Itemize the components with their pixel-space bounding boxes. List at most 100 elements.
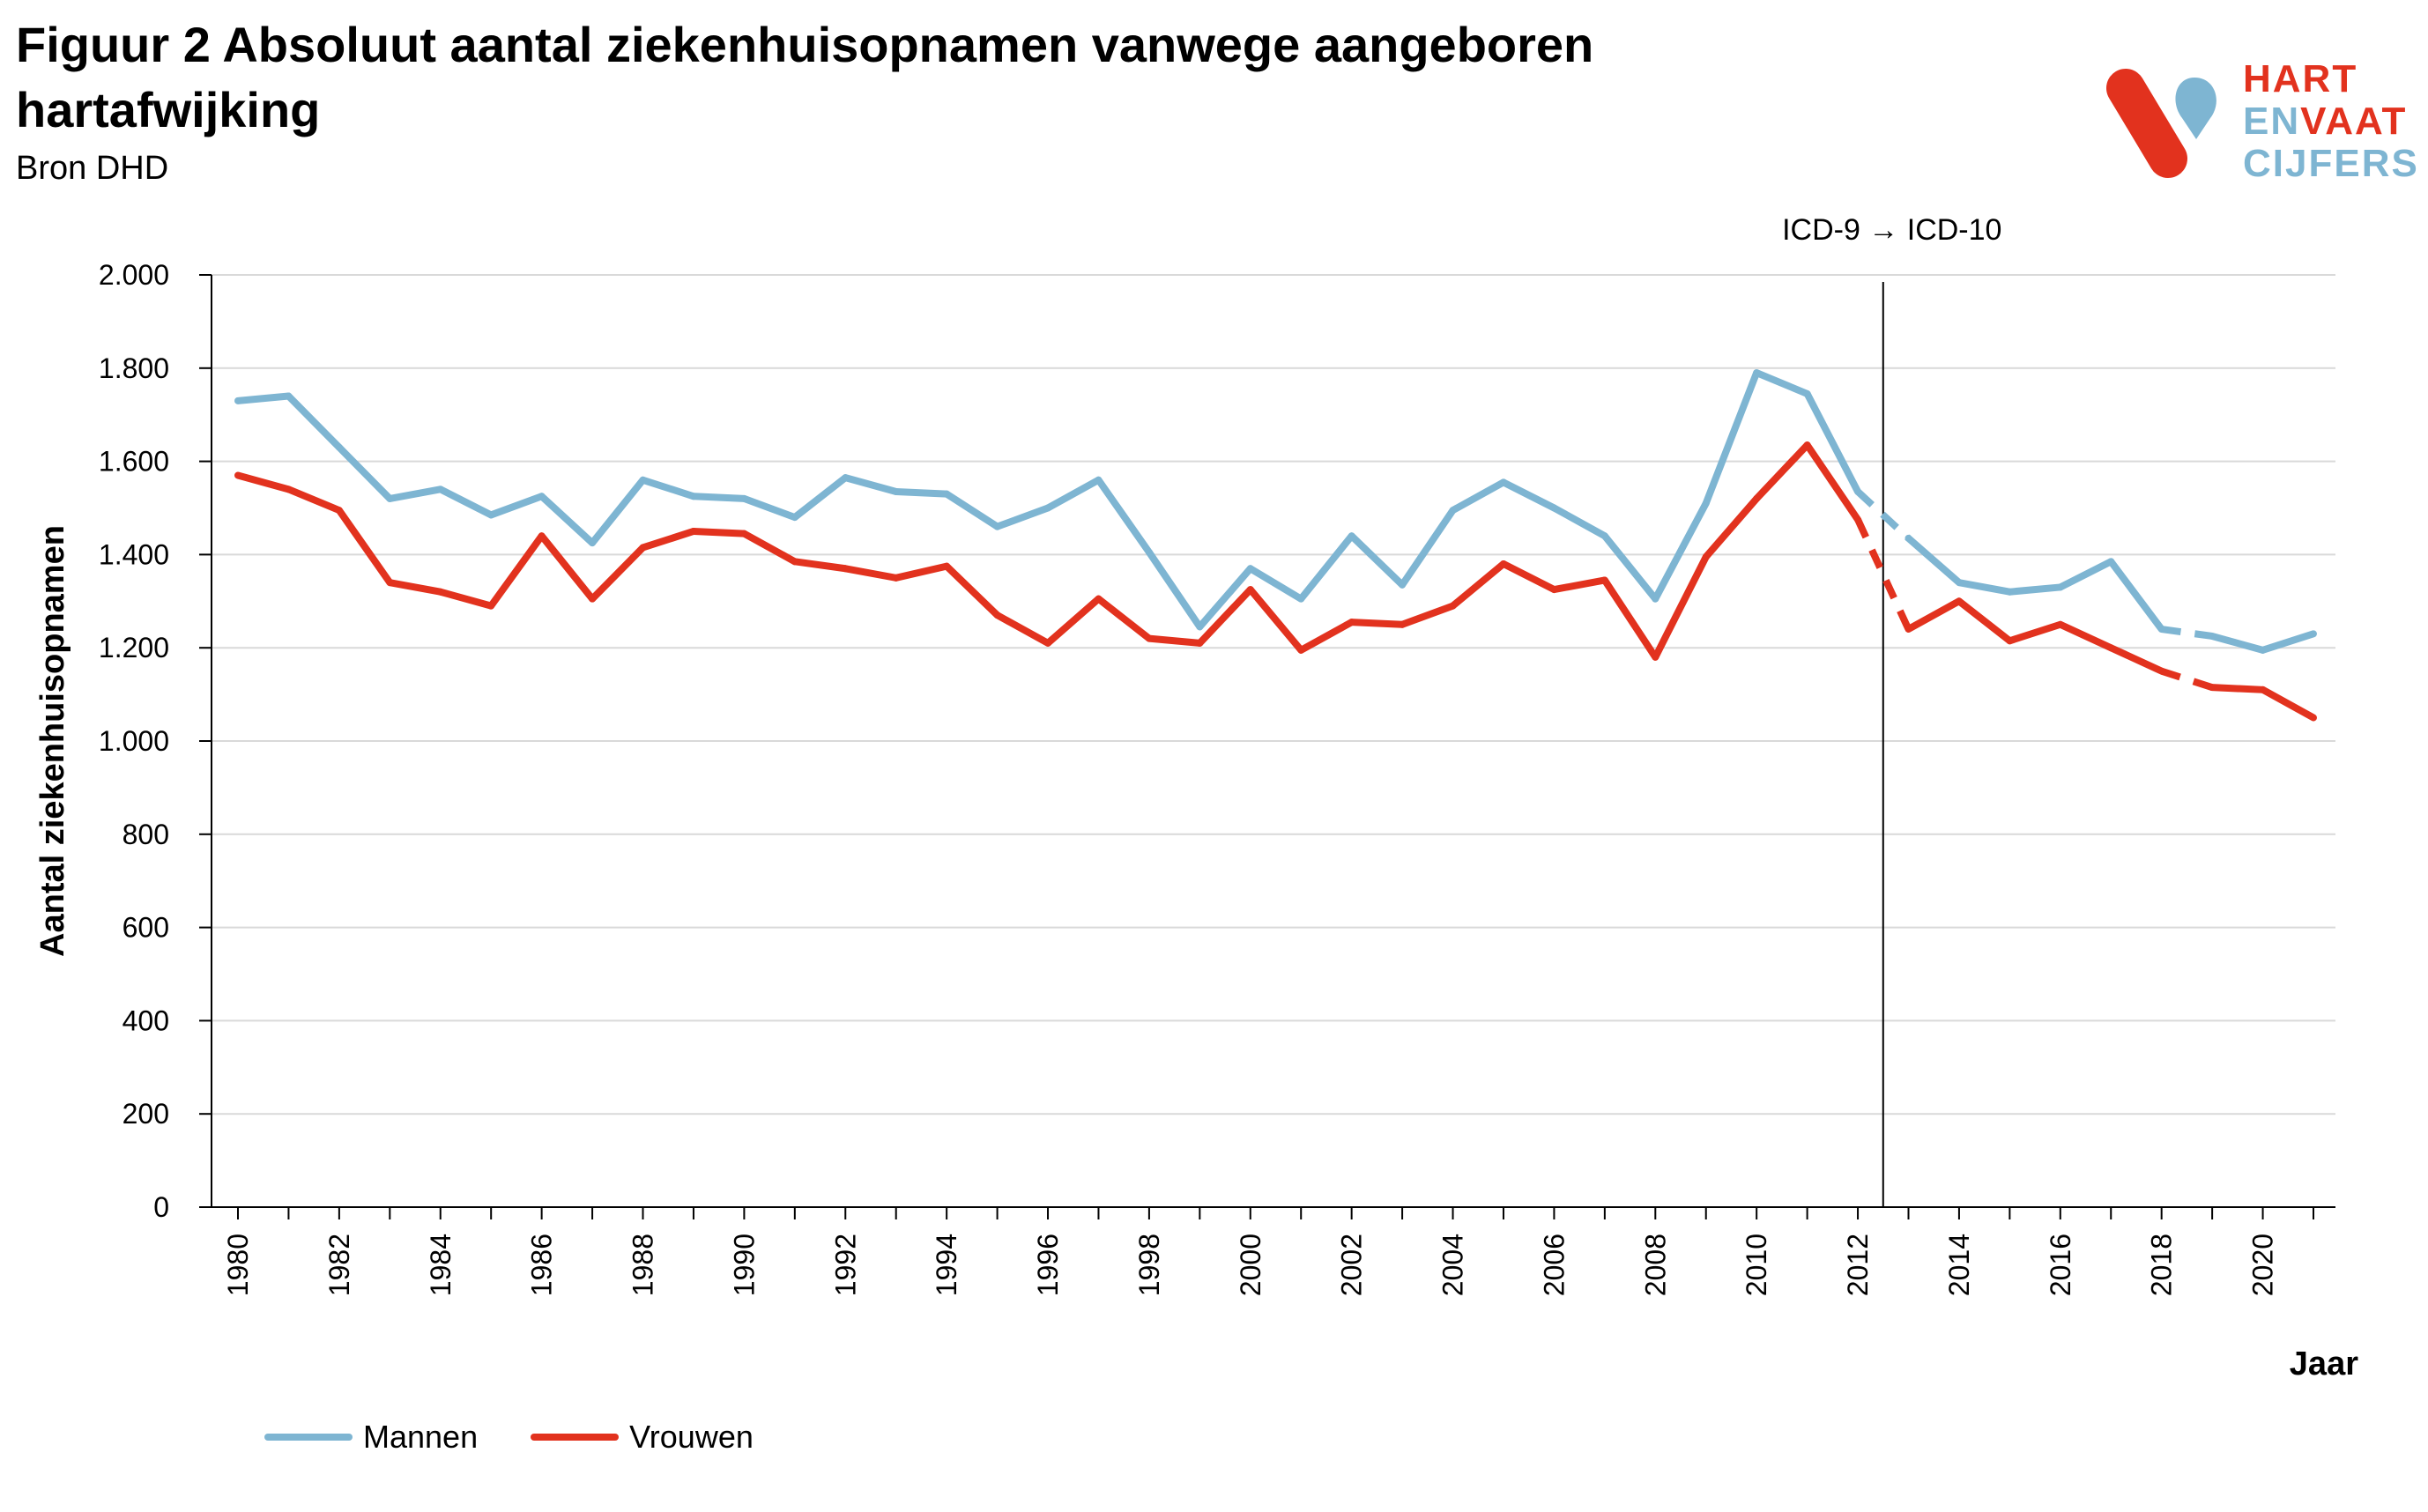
series-mannen-segment-2016 xyxy=(2056,558,2115,591)
series-vrouwen-segment-1993 xyxy=(892,562,951,582)
series-vrouwen-segment-2009 xyxy=(1702,494,1761,561)
series-vrouwen-segment-1998 xyxy=(1145,634,1204,647)
x-tick-label-2000: 2000 xyxy=(1235,1234,1266,1296)
series-mannen-segment-1994 xyxy=(943,490,1001,530)
x-tick-label-2012: 2012 xyxy=(1842,1234,1874,1296)
series-mannen-segment-1999 xyxy=(1196,565,1254,631)
series-mannen-segment-1996 xyxy=(1044,476,1103,512)
x-tick-label-1994: 1994 xyxy=(931,1234,962,1296)
series-mannen-segment-2009 xyxy=(1702,369,1761,508)
legend-item-mannen: Mannen xyxy=(264,1419,478,1456)
logo-line-1: HART xyxy=(2243,57,2358,100)
series-mannen-segment-1989 xyxy=(689,493,748,502)
series-mannen-segment-2013 xyxy=(1905,534,1963,587)
x-tick-label-1988: 1988 xyxy=(627,1234,659,1296)
y-tick-label-0: 0 xyxy=(153,1191,169,1223)
x-tick-label-2018: 2018 xyxy=(2146,1234,2178,1296)
line-chart: 0 200 400 600 800 1.000 1.200 1.400 1.600 1.800 2.… xyxy=(34,213,2358,1382)
series-vrouwen-segment-1984 xyxy=(436,588,495,610)
series-vrouwen-segment-1996 xyxy=(1044,595,1103,647)
series-vrouwen-segment-1981 xyxy=(285,485,343,515)
series-vrouwen-segment-2012 xyxy=(1854,518,1912,631)
logo-line-3: CIJFERS xyxy=(2243,142,2419,185)
series-vrouwen-segment-2002 xyxy=(1348,619,1407,628)
logo-line-2a: EN xyxy=(2243,100,2301,143)
series-mannen-segment-1981 xyxy=(285,392,343,451)
legend-swatch-vrouwen xyxy=(531,1434,620,1441)
series-mannen-segment-1998 xyxy=(1145,548,1204,631)
series-mannen-segment-1985 xyxy=(487,493,546,519)
x-tick-label-1992: 1992 xyxy=(829,1234,861,1296)
series-mannen-segment-1997 xyxy=(1095,476,1153,556)
x-tick-label-1998: 1998 xyxy=(1133,1234,1165,1296)
x-tick-label-2016: 2016 xyxy=(2045,1234,2076,1296)
series-vrouwen-segment-1982 xyxy=(335,507,394,587)
series-vrouwen-segment-1988 xyxy=(639,527,697,552)
series-vrouwen-segment-2008 xyxy=(1652,553,1710,661)
series-mannen-segment-1995 xyxy=(993,504,1052,530)
series-mannen-segment-2020 xyxy=(2259,630,2317,654)
series-vrouwen-segment-1980 xyxy=(234,471,293,493)
series-mannen-segment-2015 xyxy=(2006,583,2064,596)
series-mannen-segment-2002 xyxy=(1348,532,1407,589)
series-vrouwen-segment-2004 xyxy=(1449,560,1507,610)
series-mannen-segment-2000 xyxy=(1246,565,1305,603)
y-tick-label-1600: 1.600 xyxy=(99,446,169,478)
series-vrouwen-segment-1995 xyxy=(993,611,1052,647)
series-vrouwen-segment-2011 xyxy=(1803,441,1862,523)
series-vrouwen-segment-1985 xyxy=(487,532,546,610)
series-mannen-segment-2008 xyxy=(1652,500,1710,603)
x-tick-label-2014: 2014 xyxy=(1943,1234,1975,1296)
series-mannen-segment-1988 xyxy=(639,476,697,500)
y-tick-label-1800: 1.800 xyxy=(99,352,169,384)
series-mannen-segment-2003 xyxy=(1399,507,1457,589)
y-tick-label-200: 200 xyxy=(123,1098,169,1130)
series-mannen-segment-2019 xyxy=(2209,632,2267,654)
series-vrouwen-segment-1991 xyxy=(791,558,850,573)
series-vrouwen-segment-2017 xyxy=(2107,644,2165,675)
series-vrouwen-segment-2007 xyxy=(1600,576,1660,661)
icd-change-label: ICD-9 → ICD-10 xyxy=(1782,213,2001,247)
series-vrouwen-segment-2001 xyxy=(1297,619,1355,654)
series-vrouwen-segment-1997 xyxy=(1095,595,1153,642)
series-mannen-segment-2001 xyxy=(1297,532,1355,603)
x-tick-label-2002: 2002 xyxy=(1336,1234,1368,1296)
series-mannen-segment-2017 xyxy=(2107,558,2165,634)
chart-source: Bron DHD xyxy=(16,150,169,187)
series-mannen-segment-1982 xyxy=(335,443,394,502)
series-mannen-segment-2018 xyxy=(2161,626,2213,640)
series-mannen-segment-1992 xyxy=(842,474,900,495)
logo-line-2b: VAAT xyxy=(2300,100,2408,143)
x-axis-title: Jaar xyxy=(2290,1345,2358,1382)
series-mannen-segment-2012 xyxy=(1855,489,1912,541)
series-vrouwen-segment-1994 xyxy=(943,562,1001,619)
series-mannen-segment-1987 xyxy=(589,476,647,547)
x-tick-label-2008: 2008 xyxy=(1639,1234,1671,1296)
series-mannen-segment-2004 xyxy=(1449,478,1507,515)
series-mannen-segment-1980 xyxy=(234,392,293,404)
series-mannen-segment-2007 xyxy=(1600,532,1660,603)
x-tick-label-1980: 1980 xyxy=(222,1234,254,1296)
x-tick-label-2004: 2004 xyxy=(1437,1234,1469,1296)
series-vrouwen-segment-2006 xyxy=(1550,576,1608,594)
series-mannen-segment-1990 xyxy=(740,494,798,522)
series-mannen-segment-2006 xyxy=(1550,504,1608,540)
series-vrouwen-segment-2003 xyxy=(1399,602,1457,628)
logo-mark-icon xyxy=(2106,69,2216,178)
series-vrouwen-segment-1983 xyxy=(386,579,444,596)
series-vrouwen-segment-2013 xyxy=(1905,597,1963,634)
legend-swatch-mannen xyxy=(264,1434,353,1441)
x-tick-label-1996: 1996 xyxy=(1032,1234,1064,1296)
y-axis-title: Aantal ziekenhuisopnamen xyxy=(34,525,71,957)
series-mannen-segment-2010 xyxy=(1753,369,1811,397)
y-tick-label-1000: 1.000 xyxy=(99,725,169,757)
x-tick-label-1982: 1982 xyxy=(323,1234,355,1296)
series-vrouwen-segment-2018 xyxy=(2160,667,2214,691)
y-tick-label-400: 400 xyxy=(123,1004,169,1036)
x-tick-label-1990: 1990 xyxy=(728,1234,760,1296)
x-tick-label-2006: 2006 xyxy=(1538,1234,1570,1296)
x-tick-label-2010: 2010 xyxy=(1741,1234,1772,1296)
series-vrouwen-segment-1990 xyxy=(740,530,798,566)
y-tick-label-2000: 2.000 xyxy=(99,259,169,291)
series-vrouwen-segment-2000 xyxy=(1246,586,1305,654)
